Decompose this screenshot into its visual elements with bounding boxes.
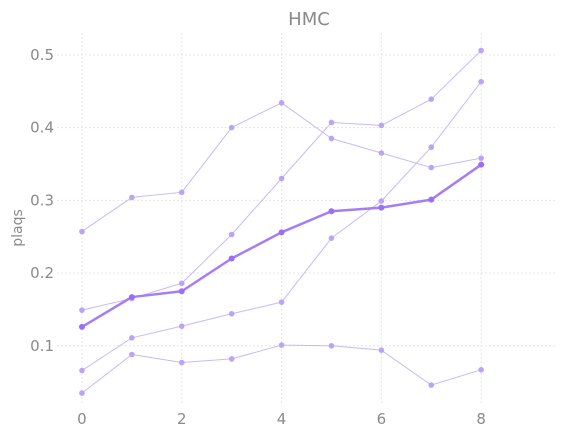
y-tick-label: 0.2 <box>30 264 54 282</box>
data-point <box>328 135 335 142</box>
data-point <box>428 164 435 171</box>
x-tick-label: 6 <box>377 410 387 428</box>
data-point <box>428 144 435 151</box>
series-mean-point <box>428 196 435 203</box>
data-point <box>378 150 385 156</box>
data-point <box>178 189 185 196</box>
series-mean-point <box>228 255 235 262</box>
data-point <box>129 335 135 341</box>
data-point <box>228 231 235 238</box>
data-point <box>129 194 135 201</box>
data-point <box>228 124 235 131</box>
series-4 <box>79 342 484 396</box>
series-1 <box>79 100 484 235</box>
x-tick-label: 4 <box>277 410 287 428</box>
data-point <box>79 367 85 374</box>
series-mean-point <box>278 229 285 236</box>
tick-labels: 0 2 4 6 8 0.1 0.2 0.3 0.4 0.5 <box>30 46 486 428</box>
data-point <box>478 78 484 85</box>
data-point <box>278 175 285 182</box>
data-point <box>478 155 484 161</box>
data-point <box>278 342 285 348</box>
grid <box>57 33 556 404</box>
data-point <box>79 228 85 235</box>
y-tick-label: 0.4 <box>30 119 54 137</box>
data-point <box>328 343 335 349</box>
data-point <box>378 198 385 204</box>
data-point <box>378 122 385 129</box>
data-point <box>378 347 385 353</box>
series-mean <box>78 161 485 330</box>
series-3 <box>79 78 484 374</box>
data-point <box>79 307 85 313</box>
x-tick-label: 0 <box>77 410 87 428</box>
series-mean-point <box>78 323 85 330</box>
data-point <box>178 280 185 287</box>
series-mean-point <box>478 161 485 168</box>
series-group <box>78 47 485 396</box>
data-point <box>228 310 235 317</box>
data-point <box>178 323 185 329</box>
x-tick-label: 8 <box>476 410 486 428</box>
y-tick-label: 0.5 <box>30 46 54 64</box>
data-point <box>278 299 285 305</box>
y-tick-label: 0.1 <box>30 337 54 355</box>
data-point <box>228 356 235 362</box>
data-point <box>79 390 85 396</box>
data-point <box>428 382 435 388</box>
data-point <box>428 96 435 102</box>
y-axis-label: plaqs <box>10 209 26 247</box>
series-mean-point <box>378 204 385 211</box>
series-mean-point <box>128 294 135 301</box>
y-tick-label: 0.3 <box>30 191 54 209</box>
data-point <box>328 119 335 126</box>
chart-title: HMC <box>288 9 330 30</box>
series-mean-point <box>328 208 335 215</box>
data-point <box>478 47 484 54</box>
data-point <box>278 100 285 106</box>
data-point <box>328 235 335 241</box>
x-tick-label: 2 <box>177 410 187 428</box>
data-point <box>129 351 135 358</box>
data-point <box>478 367 484 373</box>
series-mean-point <box>178 288 185 295</box>
data-point <box>178 359 185 366</box>
